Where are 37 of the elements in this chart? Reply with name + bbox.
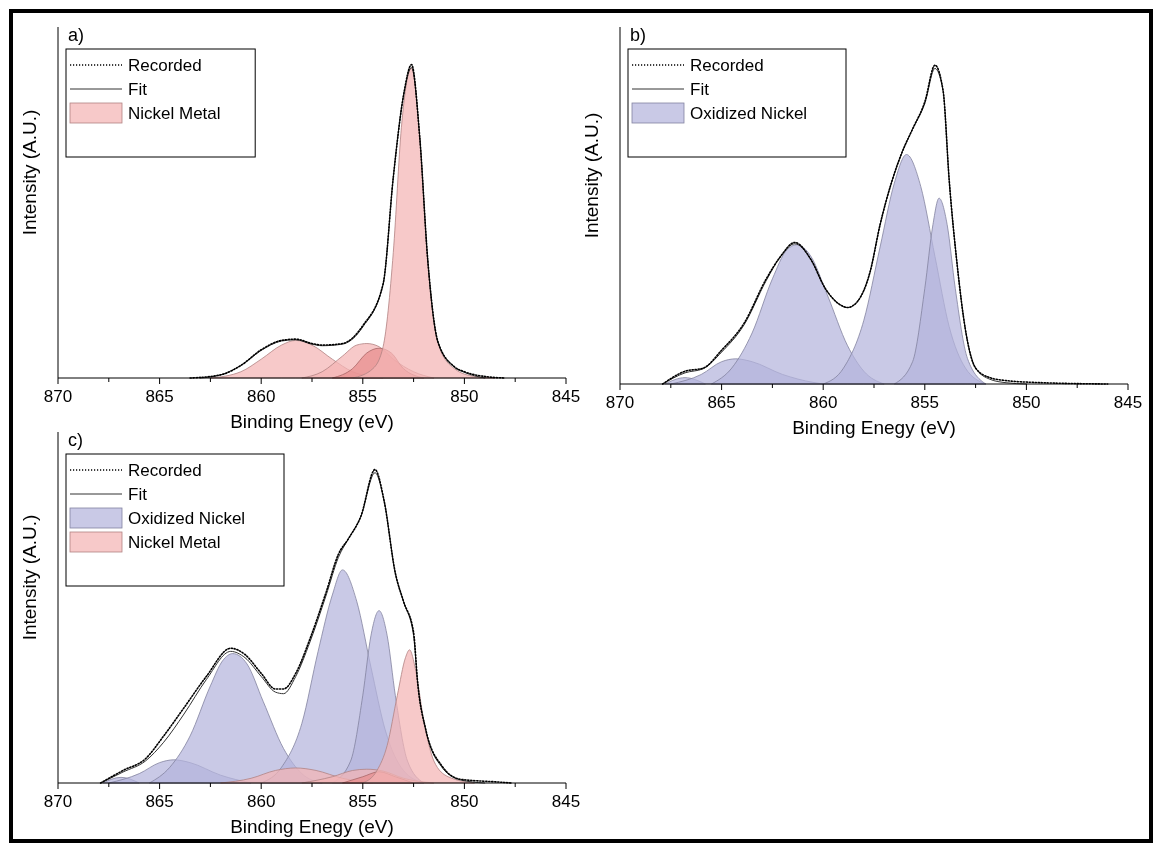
legend-label: Oxidized Nickel	[690, 104, 808, 123]
legend-label: Nickel Metal	[128, 104, 221, 123]
legend-label: Nickel Metal	[128, 533, 221, 552]
x-tick-label: 870	[43, 792, 73, 811]
legend-label: Recorded	[128, 56, 202, 75]
x-tick-label: 860	[247, 387, 276, 406]
x-axis-title: Binding Enegy (eV)	[230, 411, 394, 432]
x-tick-label: 860	[809, 393, 838, 412]
legend-label: Recorded	[128, 461, 202, 480]
x-tick-label: 870	[43, 387, 73, 406]
x-tick-label: 850	[450, 387, 479, 406]
x-tick-label: 855	[348, 792, 377, 811]
y-axis-title: Intensity (A.U.)	[19, 109, 40, 236]
y-axis-title: Intensity (A.U.)	[19, 514, 40, 641]
legend-label: Fit	[128, 80, 148, 99]
legend-label: Fit	[690, 80, 710, 99]
x-tick-label: 865	[145, 792, 174, 811]
x-tick-label: 865	[145, 387, 174, 406]
x-tick-label: 850	[450, 792, 479, 811]
x-tick-label: 845	[551, 792, 581, 811]
x-tick-label: 855	[910, 393, 939, 412]
x-tick-label: 870	[605, 393, 635, 412]
x-tick-label: 860	[247, 792, 276, 811]
x-tick-label: 855	[348, 387, 377, 406]
chart-title: c)	[68, 430, 83, 450]
x-tick-label: 865	[707, 393, 736, 412]
legend-label: Oxidized Nickel	[128, 509, 246, 528]
chart-title: b)	[630, 25, 647, 45]
x-tick-label: 845	[1113, 393, 1143, 412]
chart-title: a)	[68, 25, 85, 45]
x-axis-title: Binding Enegy (eV)	[792, 417, 956, 438]
legend-label: Fit	[128, 485, 148, 504]
legend-label: Recorded	[690, 56, 764, 75]
x-tick-label: 845	[551, 387, 581, 406]
y-axis-title: Intensity (A.U.)	[581, 112, 602, 239]
x-tick-label: 850	[1012, 393, 1041, 412]
x-axis-title: Binding Enegy (eV)	[230, 816, 394, 837]
